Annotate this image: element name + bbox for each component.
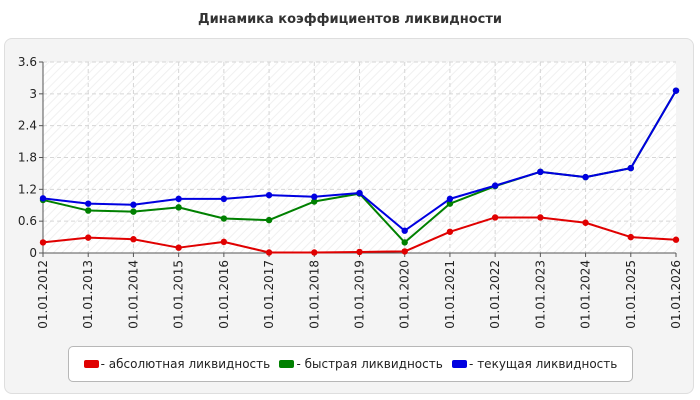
x-tick-label: 01.01.2015 — [172, 260, 186, 329]
data-point-series-1 — [85, 234, 92, 241]
x-tick-label: 01.01.2022 — [488, 260, 502, 329]
x-tick-label: 01.01.2023 — [533, 260, 547, 329]
x-tick-label: 01.01.2024 — [579, 260, 593, 329]
data-point-series-3 — [130, 201, 137, 208]
y-tick-label: 2.4 — [18, 119, 37, 133]
data-point-series-1 — [491, 214, 499, 221]
x-tick-label: 01.01.2017 — [262, 260, 276, 329]
data-point-series-2 — [130, 208, 137, 215]
data-point-series-1 — [356, 248, 363, 256]
data-point-series-3 — [85, 200, 92, 207]
legend-swatch — [83, 360, 99, 368]
data-point-series-1 — [672, 236, 680, 243]
x-tick-label: 01.01.2026 — [669, 260, 683, 329]
legend-item-3: - текущая ликвидность — [452, 357, 617, 371]
data-point-series-3 — [627, 164, 634, 172]
data-point-series-1 — [265, 249, 273, 256]
data-point-series-1 — [537, 214, 544, 221]
legend: - абсолютная ликвидность - быстрая ликвид… — [68, 346, 633, 382]
data-point-series-1 — [39, 239, 47, 246]
data-point-series-3 — [672, 87, 680, 94]
data-point-series-1 — [220, 238, 228, 246]
y-tick-label: 1.2 — [18, 182, 37, 196]
y-tick-label: 3 — [29, 87, 37, 101]
data-point-series-3 — [446, 195, 454, 203]
data-point-series-1 — [582, 219, 589, 226]
x-tick-label: 01.01.2013 — [81, 260, 95, 329]
x-tick-label: 01.01.2016 — [217, 260, 231, 329]
x-tick-label: 01.01.2021 — [443, 260, 457, 329]
data-point-series-2 — [401, 239, 408, 246]
y-tick-label: 3.6 — [18, 55, 37, 69]
data-point-series-2 — [265, 216, 273, 224]
data-point-series-3 — [537, 168, 544, 176]
x-tick-label: 01.01.2019 — [353, 260, 367, 329]
data-point-series-3 — [311, 193, 318, 200]
legend-swatch — [279, 360, 295, 368]
data-point-series-2 — [311, 198, 318, 205]
x-tick-label: 01.01.2014 — [126, 260, 140, 329]
data-point-series-2 — [446, 200, 454, 207]
legend-swatch — [452, 360, 468, 368]
data-point-series-3 — [582, 173, 589, 181]
legend-label: - абсолютная ликвидность — [100, 357, 271, 371]
legend-item-1: - абсолютная ликвидность — [83, 357, 271, 371]
data-point-series-1 — [446, 228, 454, 235]
data-point-series-3 — [175, 195, 182, 203]
legend-item-2: - быстрая ликвидность — [279, 357, 443, 371]
data-point-series-1 — [311, 249, 318, 256]
data-point-series-3 — [356, 189, 363, 197]
y-tick-label: 1.8 — [18, 151, 37, 165]
data-point-series-1 — [627, 233, 634, 241]
y-tick-label: 0.6 — [18, 214, 37, 228]
data-point-series-2 — [85, 207, 92, 214]
chart-title: Динамика коэффициентов ликвидности — [198, 12, 502, 27]
data-point-series-2 — [175, 204, 182, 211]
data-point-series-1 — [401, 248, 408, 255]
data-point-series-3 — [491, 182, 499, 189]
data-point-series-3 — [220, 195, 228, 203]
data-point-series-3 — [265, 191, 273, 199]
data-point-series-3 — [401, 227, 408, 234]
y-tick-label: 0 — [29, 246, 37, 260]
data-point-series-3 — [39, 195, 47, 202]
data-point-series-1 — [175, 244, 182, 251]
legend-label: - быстрая ликвидность — [296, 357, 443, 371]
data-point-series-2 — [220, 215, 228, 222]
data-point-series-1 — [130, 236, 137, 243]
x-tick-label: 01.01.2025 — [624, 260, 638, 329]
x-tick-label: 01.01.2012 — [36, 260, 50, 329]
x-tick-label: 01.01.2020 — [398, 260, 412, 329]
x-tick-label: 01.01.2018 — [307, 260, 321, 329]
legend-label: - текущая ликвидность — [469, 357, 618, 371]
